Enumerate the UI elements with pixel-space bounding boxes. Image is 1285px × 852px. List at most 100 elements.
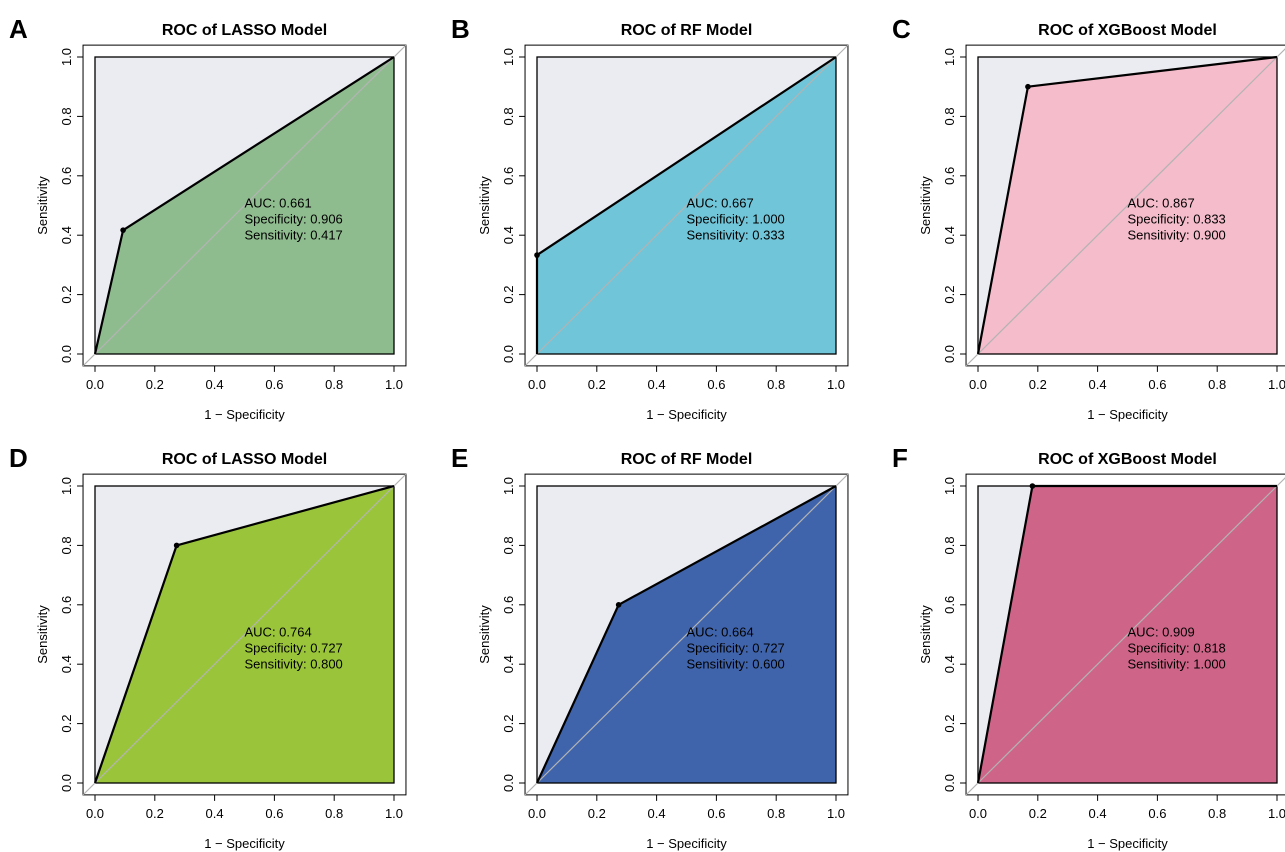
x-tick-label: 0.0 xyxy=(528,806,546,821)
y-axis-label: Sensitivity xyxy=(918,605,933,664)
y-axis-label: Sensitivity xyxy=(35,176,50,235)
y-tick-label: 0.8 xyxy=(942,107,957,125)
sensitivity-annotation: Sensitivity: 0.800 xyxy=(245,657,343,672)
y-tick-label: 0.6 xyxy=(942,596,957,614)
y-tick-label: 0.0 xyxy=(501,345,516,363)
y-axis-label: Sensitivity xyxy=(477,176,492,235)
x-axis-label: 1 − Specificity xyxy=(1087,836,1168,851)
chart-title: ROC of RF Model xyxy=(621,451,753,468)
x-tick-label: 1.0 xyxy=(1268,377,1285,392)
y-tick-label: 0.8 xyxy=(59,107,74,125)
y-tick-label: 0.2 xyxy=(59,286,74,304)
y-tick-label: 0.0 xyxy=(59,774,74,792)
chart-title: ROC of RF Model xyxy=(621,22,753,39)
y-tick-label: 0.4 xyxy=(501,226,516,244)
plot-frame xyxy=(524,44,849,367)
chart-title: ROC of XGBoost Model xyxy=(1038,451,1217,468)
auc-annotation: AUC: 0.664 xyxy=(687,625,754,640)
auc-annotation: AUC: 0.661 xyxy=(245,196,312,211)
x-tick-label: 0.8 xyxy=(767,377,785,392)
unit-square-border xyxy=(536,56,837,355)
auc-annotation: AUC: 0.764 xyxy=(245,625,312,640)
y-tick-label: 0.0 xyxy=(942,774,957,792)
x-tick-label: 0.2 xyxy=(1029,806,1047,821)
x-tick-label: 0.4 xyxy=(206,806,224,821)
x-axis-label: 1 − Specificity xyxy=(204,407,285,422)
x-axis-label: 1 − Specificity xyxy=(646,407,727,422)
chart-title: ROC of LASSO Model xyxy=(162,22,327,39)
y-tick-label: 0.2 xyxy=(59,715,74,733)
x-tick-label: 1.0 xyxy=(827,377,845,392)
roc-panel-d: 0.0 0.2 0.4 0.6 0.8 1.0 0.0 0.2 0.4 0.6 0.8 1.0 1 − … xyxy=(9,443,407,851)
threshold-point xyxy=(173,542,180,549)
y-tick-label: 0.0 xyxy=(59,345,74,363)
y-tick-label: 0.6 xyxy=(501,596,516,614)
specificity-annotation: Specificity: 0.727 xyxy=(245,641,343,656)
y-axis-label: Sensitivity xyxy=(477,605,492,664)
panel-letter: D xyxy=(9,443,28,473)
x-tick-label: 0.6 xyxy=(265,377,283,392)
roc-panel-e: 0.0 0.2 0.4 0.6 0.8 1.0 0.0 0.2 0.4 0.6 0.8 1.0 1 − … xyxy=(451,443,849,851)
x-tick-label: 0.0 xyxy=(86,377,104,392)
threshold-point xyxy=(1029,483,1036,489)
sensitivity-annotation: Sensitivity: 0.417 xyxy=(245,228,343,243)
x-tick-label: 0.8 xyxy=(1208,806,1226,821)
roc-panel-f: 0.0 0.2 0.4 0.6 0.8 1.0 0.0 0.2 0.4 0.6 0.8 1.0 1 − … xyxy=(892,443,1285,851)
specificity-annotation: Specificity: 0.833 xyxy=(1128,212,1226,227)
y-tick-label: 0.6 xyxy=(501,167,516,185)
reference-diagonal xyxy=(82,44,407,367)
y-tick-label: 0.4 xyxy=(59,226,74,244)
chart-title: ROC of XGBoost Model xyxy=(1038,22,1217,39)
x-tick-label: 1.0 xyxy=(385,377,403,392)
roc-panel-a: 0.0 0.2 0.4 0.6 0.8 1.0 0.0 0.2 0.4 0.6 0.8 1.0 1 − … xyxy=(9,14,407,422)
y-tick-label: 1.0 xyxy=(942,477,957,495)
threshold-point xyxy=(615,602,622,608)
y-tick-label: 0.4 xyxy=(942,655,957,673)
x-tick-label: 0.4 xyxy=(648,377,666,392)
y-axis-label: Sensitivity xyxy=(35,605,50,664)
x-tick-label: 0.0 xyxy=(969,806,987,821)
y-tick-label: 0.2 xyxy=(501,286,516,304)
x-tick-label: 0.4 xyxy=(648,806,666,821)
x-tick-label: 0.8 xyxy=(1208,377,1226,392)
y-tick-label: 0.4 xyxy=(501,655,516,673)
y-tick-label: 0.8 xyxy=(59,536,74,554)
panel-letter: F xyxy=(892,443,908,473)
chart-title: ROC of LASSO Model xyxy=(162,451,327,468)
x-tick-label: 0.4 xyxy=(1089,377,1107,392)
threshold-point xyxy=(1025,83,1031,90)
sensitivity-annotation: Sensitivity: 0.600 xyxy=(687,657,785,672)
auc-annotation: AUC: 0.667 xyxy=(687,196,754,211)
x-tick-label: 0.8 xyxy=(325,806,343,821)
reference-diagonal xyxy=(524,473,849,796)
x-tick-label: 0.8 xyxy=(325,377,343,392)
x-tick-label: 0.4 xyxy=(1089,806,1107,821)
panel-letter: B xyxy=(451,14,470,44)
roc-panel-b: 0.0 0.2 0.4 0.6 0.8 1.0 0.0 0.2 0.4 0.6 0.8 1.0 1 − … xyxy=(451,14,849,422)
y-tick-label: 0.8 xyxy=(501,107,516,125)
plot-frame xyxy=(82,44,407,367)
y-tick-label: 1.0 xyxy=(942,48,957,66)
roc-panel-c: 0.0 0.2 0.4 0.6 0.8 1.0 0.0 0.2 0.4 0.6 0.8 1.0 1 − … xyxy=(892,14,1285,422)
x-tick-label: 0.6 xyxy=(1148,377,1166,392)
y-tick-label: 0.4 xyxy=(942,226,957,244)
specificity-annotation: Specificity: 0.906 xyxy=(245,212,343,227)
x-tick-label: 0.6 xyxy=(265,806,283,821)
x-tick-label: 1.0 xyxy=(827,806,845,821)
specificity-annotation: Specificity: 0.727 xyxy=(687,641,785,656)
x-tick-label: 1.0 xyxy=(1268,806,1285,821)
sensitivity-annotation: Sensitivity: 0.900 xyxy=(1128,228,1226,243)
y-tick-label: 1.0 xyxy=(501,477,516,495)
x-tick-label: 0.2 xyxy=(146,377,164,392)
x-tick-label: 0.2 xyxy=(588,377,606,392)
specificity-annotation: Specificity: 1.000 xyxy=(687,212,785,227)
plot-frame xyxy=(965,44,1285,367)
threshold-point xyxy=(120,227,126,233)
y-tick-label: 0.0 xyxy=(942,345,957,363)
y-tick-label: 0.6 xyxy=(59,596,74,614)
x-tick-label: 0.2 xyxy=(588,806,606,821)
panel-letter: E xyxy=(451,443,468,473)
x-tick-label: 1.0 xyxy=(385,806,403,821)
unit-square-border xyxy=(977,56,1278,355)
